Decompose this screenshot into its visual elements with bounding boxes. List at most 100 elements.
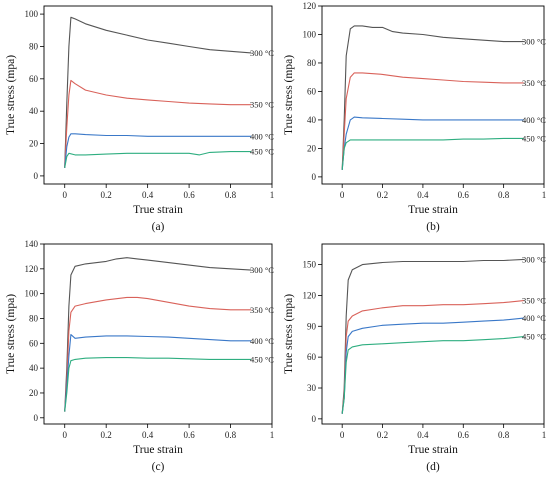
x-tick-label: 0.4 [417,190,429,200]
series-line-4 [341,137,524,170]
x-tick-label: 0 [62,430,67,440]
series-label-3: 400 °C [250,336,274,346]
x-tick-label: 0.2 [101,190,112,200]
series-line-3 [341,317,524,414]
series-label-1: 300 °C [522,37,546,47]
y-tick-label: 100 [25,9,39,19]
series-line-4 [64,357,252,412]
series-label-1: 300 °C [250,48,274,58]
x-axis-label: True strain [133,204,183,216]
y-tick-label: 100 [25,289,39,299]
plot-frame [321,5,545,185]
y-tick-label: 80 [29,41,39,51]
series-label-4: 450 °C [522,133,546,143]
y-tick-label: 80 [29,313,39,323]
y-tick-label: 120 [303,1,317,11]
x-tick-label: 0.2 [377,190,388,200]
plot-frame [321,243,545,425]
y-axis-label: True stress (mpa) [283,294,295,374]
y-tick-label: 0 [34,413,39,423]
x-tick-label: 0 [62,190,67,200]
series-line-1 [64,257,252,412]
y-tick-label: 60 [29,74,39,84]
series-label-4: 450 °C [522,332,546,342]
panel-label: (d) [426,461,440,473]
x-tick-label: 1 [270,430,275,440]
y-tick-label: 40 [307,115,317,125]
x-tick-label: 0 [340,190,345,200]
chart-panel-1: 0 0.2 0.4 0.6 0.8 1 0 20 40 60 80 100 True strain Tru… [5,5,275,233]
series-line-1 [341,25,524,170]
y-tick-label: 100 [303,29,317,39]
x-tick-label: 0.6 [458,430,470,440]
y-axis-label: True stress (mpa) [5,294,17,374]
x-tick-label: 0.4 [142,430,154,440]
y-tick-label: 0 [312,172,317,182]
chart-panel-3: 0 0.2 0.4 0.6 0.8 1 0 20 40 60 80 100 120 140 True str… [5,239,274,473]
x-tick-label: 0.8 [498,430,510,440]
x-axis-label: True strain [408,204,458,216]
series-label-1: 300 °C [522,254,546,264]
x-tick-label: 0.6 [458,190,470,200]
series-label-3: 400 °C [522,313,546,323]
x-axis-label: True strain [408,444,458,456]
y-tick-label: 20 [29,388,39,398]
series-line-2 [341,300,524,414]
y-tick-label: 140 [25,239,39,249]
chart-panel-2: 0 0.2 0.4 0.6 0.8 1 0 20 40 60 80 100 120 True strain… [283,1,546,233]
y-tick-label: 0 [34,171,39,181]
plot-frame [43,5,273,185]
series-label-1: 300 °C [250,265,274,275]
series-line-3 [64,334,252,412]
y-tick-label: 40 [29,106,39,116]
x-tick-label: 0.8 [498,190,510,200]
x-tick-label: 1 [270,190,275,200]
series-label-2: 350 °C [250,100,274,110]
series-line-2 [64,79,252,168]
x-tick-label: 0.2 [101,430,112,440]
chart-panel-4: 0 0.2 0.4 0.6 0.8 1 0 30 60 90 120 150 True strain Tr… [283,243,547,473]
x-tick-label: 0.4 [142,190,154,200]
x-tick-label: 1 [542,430,547,440]
series-line-4 [64,151,252,168]
x-tick-label: 0.2 [377,430,388,440]
x-tick-label: 0.8 [225,430,237,440]
series-label-4: 450 °C [250,147,274,157]
panel-label: (a) [152,221,165,233]
x-tick-label: 0 [340,430,345,440]
x-tick-label: 0.6 [183,190,195,200]
y-tick-label: 60 [307,352,317,362]
series-line-3 [64,133,252,168]
series-label-2: 350 °C [522,78,546,88]
series-line-1 [341,258,524,414]
series-line-2 [341,72,524,170]
x-tick-label: 1 [542,190,547,200]
series-line-4 [341,336,524,414]
series-line-3 [341,116,524,170]
y-axis-label: True stress (mpa) [5,55,17,135]
panel-label: (c) [152,461,165,473]
y-tick-label: 30 [307,383,317,393]
y-tick-label: 60 [307,86,317,96]
y-tick-label: 120 [303,290,317,300]
series-label-2: 350 °C [522,296,546,306]
plot-frame [43,243,273,425]
y-tick-label: 40 [29,363,39,373]
x-tick-label: 0.6 [183,430,195,440]
series-line-1 [64,16,252,168]
x-axis-label: True strain [133,444,183,456]
series-line-2 [64,296,252,412]
series-label-4: 450 °C [250,354,274,364]
y-tick-label: 90 [307,321,317,331]
y-tick-label: 120 [25,264,39,274]
x-tick-label: 0.4 [417,430,429,440]
y-tick-label: 20 [29,139,39,149]
y-tick-label: 150 [303,260,317,270]
series-label-3: 400 °C [250,131,274,141]
series-label-2: 350 °C [250,305,274,315]
y-tick-label: 60 [29,338,39,348]
y-tick-label: 80 [307,58,317,68]
series-label-3: 400 °C [522,115,546,125]
y-tick-label: 20 [307,143,317,153]
